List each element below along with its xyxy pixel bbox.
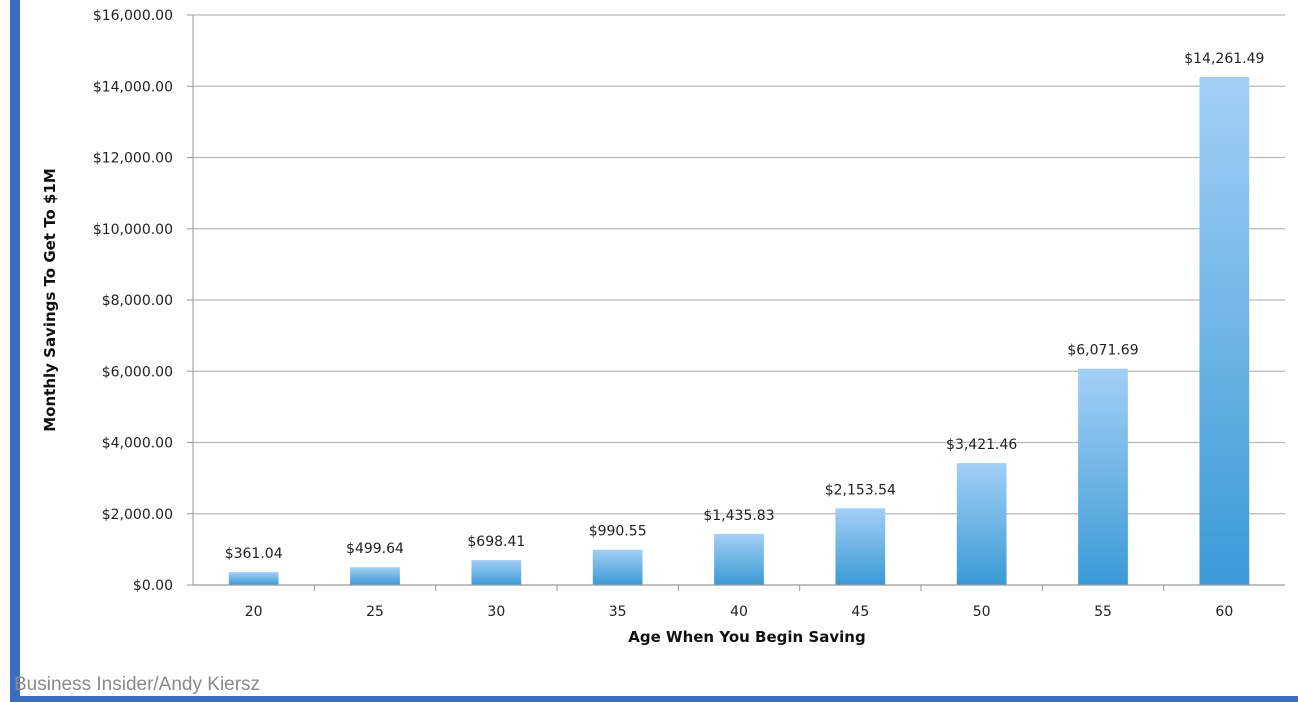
y-tick-label: $4,000.00 xyxy=(102,436,173,452)
data-label: $499.64 xyxy=(346,541,404,557)
data-label: $698.41 xyxy=(467,534,525,550)
x-tick-label: 30 xyxy=(487,604,505,620)
x-axis: 20 25 30 35 40 45 50 55 60 xyxy=(193,585,1285,620)
x-tick-label: 20 xyxy=(245,604,263,620)
data-label: $3,421.46 xyxy=(946,437,1017,453)
source-credit: Business Insider/Andy Kiersz xyxy=(14,674,260,696)
data-label: $14,261.49 xyxy=(1184,51,1264,67)
data-label: $361.04 xyxy=(225,546,283,562)
bottom-border-stripe xyxy=(10,696,1298,702)
bar xyxy=(350,567,400,585)
data-label: $2,153.54 xyxy=(825,482,896,498)
y-axis: $0.00 $2,000.00 $4,000.00 $6,000.00 $8,000.0… xyxy=(93,8,193,594)
bar xyxy=(229,572,279,585)
y-tick-label: $16,000.00 xyxy=(93,8,173,24)
data-label: $1,435.83 xyxy=(703,508,774,524)
y-tick-label: $2,000.00 xyxy=(102,507,173,523)
x-tick-label: 50 xyxy=(973,604,991,620)
bar xyxy=(714,534,764,585)
x-tick-label: 60 xyxy=(1215,604,1233,620)
x-tick-label: 55 xyxy=(1094,604,1112,620)
data-label: $6,071.69 xyxy=(1067,343,1138,359)
x-axis-title: Age When You Begin Saving xyxy=(628,628,865,646)
y-tick-label: $10,000.00 xyxy=(93,222,173,238)
bar xyxy=(471,560,521,585)
bar xyxy=(1199,77,1249,585)
y-tick-label: $8,000.00 xyxy=(102,293,173,309)
y-tick-label: $0.00 xyxy=(133,578,173,594)
bar xyxy=(1078,369,1128,585)
y-tick-label: $6,000.00 xyxy=(102,364,173,380)
y-tick-label: $12,000.00 xyxy=(93,151,173,167)
bar xyxy=(593,550,643,585)
bars: $361.04 $499.64 $698.41 $990.55 $1,435.83 $2,… xyxy=(225,51,1265,585)
y-axis-title: Monthly Savings To Get To $1M xyxy=(41,168,59,432)
bar xyxy=(957,463,1007,585)
x-tick-label: 40 xyxy=(730,604,748,620)
x-tick-label: 25 xyxy=(366,604,384,620)
data-label: $990.55 xyxy=(589,524,647,540)
x-tick-label: 45 xyxy=(851,604,869,620)
x-tick-label: 35 xyxy=(609,604,627,620)
bar xyxy=(835,508,885,585)
y-tick-label: $14,000.00 xyxy=(93,79,173,95)
